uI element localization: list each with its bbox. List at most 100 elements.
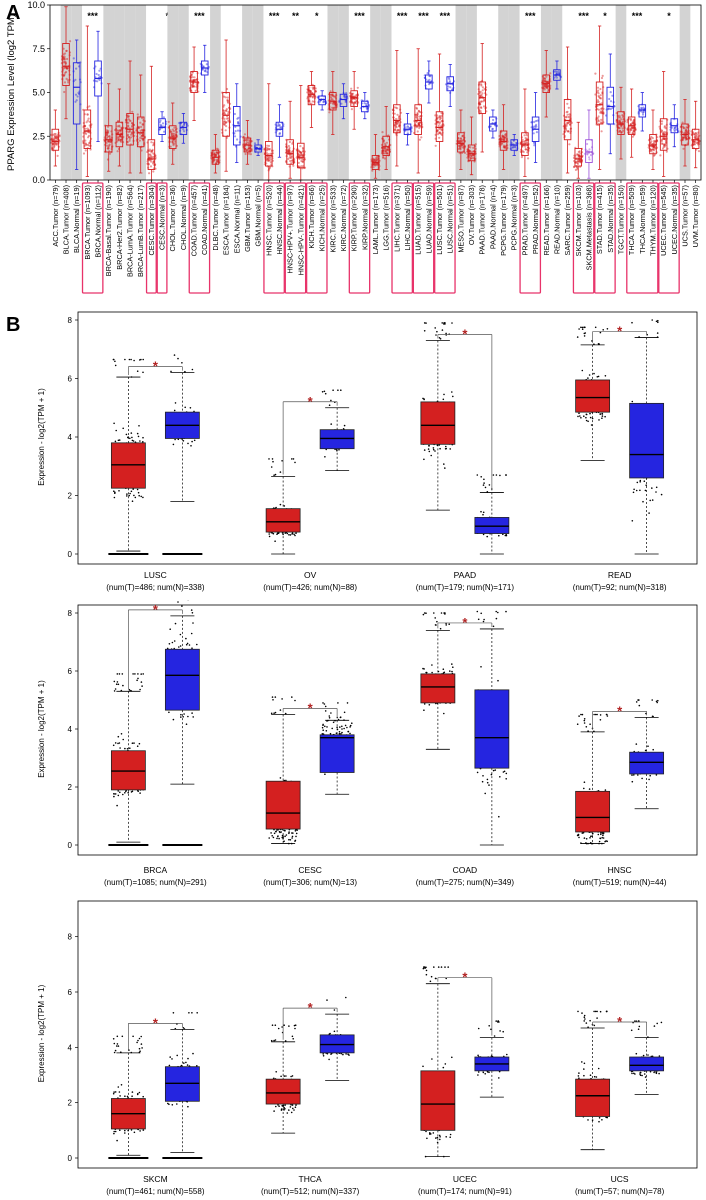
data-point	[439, 447, 441, 450]
data-point	[171, 134, 174, 138]
significance-label: ***	[632, 11, 643, 21]
data-point	[578, 159, 582, 162]
x-tick-label: UCS.Tumor (n=57)	[680, 185, 689, 247]
data-point	[85, 132, 88, 135]
data-point	[172, 138, 175, 141]
data-point	[597, 343, 600, 345]
data-point	[301, 146, 304, 150]
data-point	[501, 134, 504, 137]
data-point	[653, 146, 656, 150]
data-point	[190, 73, 193, 76]
data-point	[695, 141, 698, 144]
box	[147, 139, 156, 170]
data-point	[226, 99, 229, 102]
data-point	[577, 415, 579, 418]
highlight-box	[188, 182, 211, 294]
data-point	[470, 154, 473, 157]
data-point	[150, 160, 153, 163]
data-point	[586, 153, 589, 156]
data-point	[472, 153, 475, 157]
data-point	[279, 471, 282, 473]
data-point	[415, 126, 418, 129]
data-point	[365, 102, 368, 106]
data-point	[202, 65, 205, 68]
data-point	[385, 148, 388, 151]
data-point	[600, 107, 603, 110]
data-point	[442, 398, 445, 401]
data-point	[602, 329, 604, 331]
data-point	[216, 160, 219, 163]
data-point	[337, 389, 339, 391]
data-point	[577, 150, 580, 154]
data-point	[373, 158, 376, 161]
data-point	[343, 94, 346, 97]
data-point	[505, 534, 508, 537]
data-point	[631, 132, 634, 135]
sample-counts: (num(T)=486; num(N)=338)	[106, 583, 205, 592]
data-point	[63, 58, 67, 61]
data-point	[191, 76, 194, 79]
x-tick-label: LUSC.Normal (n=51)	[446, 185, 455, 253]
data-point	[599, 110, 602, 113]
data-point	[653, 141, 656, 144]
data-point	[533, 142, 536, 145]
data-point	[130, 358, 132, 361]
data-point	[440, 129, 443, 132]
data-point	[119, 747, 121, 749]
data-point	[459, 144, 463, 147]
data-point	[114, 793, 117, 795]
data-point	[55, 142, 58, 145]
data-point	[272, 532, 275, 535]
data-point	[266, 148, 269, 151]
data-point	[480, 100, 483, 103]
data-point	[117, 683, 120, 686]
data-point	[693, 143, 696, 146]
data-point	[310, 102, 313, 105]
data-point	[525, 134, 528, 137]
data-point	[407, 126, 410, 129]
data-point	[502, 138, 505, 141]
data-point	[191, 79, 194, 82]
x-tick-label: KICH.Tumor (n=66)	[307, 185, 316, 249]
data-point	[458, 146, 461, 149]
data-point	[375, 156, 378, 159]
data-point	[226, 87, 229, 91]
data-point	[126, 493, 128, 495]
data-point	[386, 152, 389, 155]
data-point	[651, 148, 655, 151]
data-point	[227, 112, 230, 115]
box	[659, 118, 668, 151]
shaded-column	[370, 5, 381, 180]
data-point	[53, 144, 56, 147]
x-tick-label: LUSC.Tumor (n=501)	[435, 185, 444, 255]
data-point	[492, 118, 495, 122]
data-point	[684, 138, 687, 141]
data-point	[396, 107, 399, 110]
data-point	[693, 143, 697, 146]
data-point	[340, 102, 343, 105]
data-point	[479, 102, 482, 105]
data-point	[423, 322, 426, 324]
data-point	[479, 100, 483, 103]
data-point	[458, 140, 461, 143]
data-point	[655, 486, 658, 489]
box	[350, 90, 358, 107]
data-point	[395, 125, 398, 128]
box	[168, 125, 177, 149]
x-tick-label: THYM.Tumor (n=120)	[648, 185, 657, 256]
data-point	[574, 168, 578, 171]
x-tick-label: GBM.Normal (n=5)	[254, 185, 263, 246]
significance-label: ***	[194, 11, 205, 21]
data-point	[588, 374, 591, 376]
data-point	[684, 132, 687, 135]
data-point	[371, 169, 374, 172]
data-point	[225, 121, 228, 124]
data-point	[525, 141, 529, 144]
data-point	[287, 144, 290, 148]
data-point	[192, 78, 195, 82]
data-point	[131, 125, 134, 128]
data-point	[596, 104, 599, 107]
data-point	[203, 69, 206, 73]
data-point	[343, 96, 346, 99]
data-point	[535, 125, 538, 128]
